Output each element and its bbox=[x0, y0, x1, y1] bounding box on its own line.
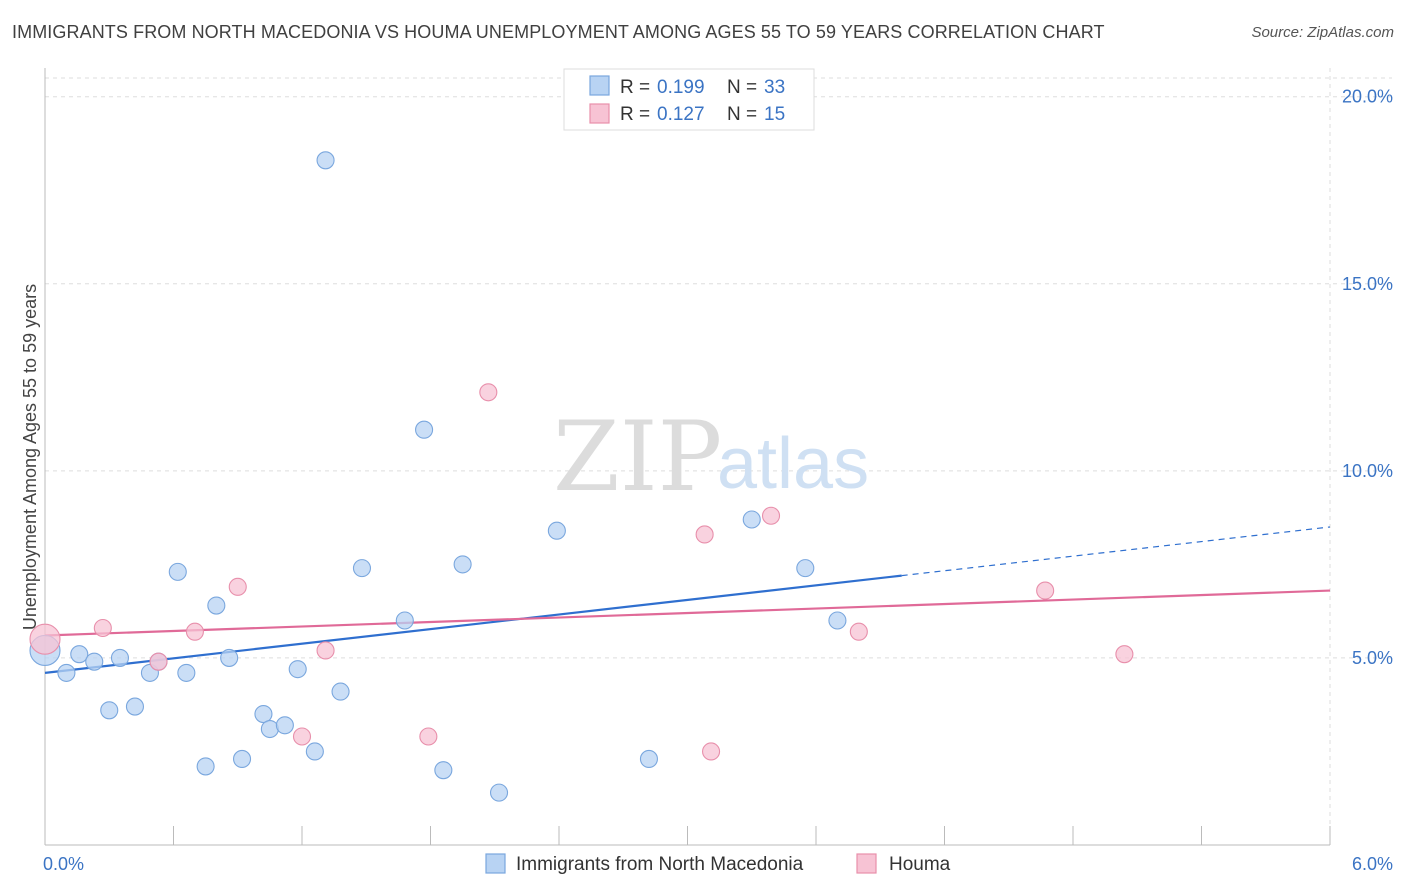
scatter-point-blue bbox=[828, 611, 847, 630]
chart-source: Source: ZipAtlas.com bbox=[1251, 24, 1394, 41]
scatter-point-blue bbox=[275, 716, 294, 735]
scatter-point-blue bbox=[796, 559, 815, 578]
trend-line-blue-extension bbox=[901, 526, 1331, 577]
scatter-point-blue bbox=[260, 719, 279, 739]
y-tick-label: 20.0% bbox=[1342, 87, 1393, 107]
scatter-point-pink bbox=[419, 727, 438, 746]
scatter-point-pink bbox=[1115, 645, 1134, 664]
trend-line-blue bbox=[44, 574, 902, 674]
chart-title: IMMIGRANTS FROM NORTH MACEDONIA VS HOUMA… bbox=[12, 22, 1105, 42]
y-tick-label: 15.0% bbox=[1342, 274, 1393, 294]
legend-r-value-blue: 0.199 bbox=[657, 77, 705, 98]
scatter-point-pink bbox=[1036, 581, 1055, 600]
scatter-point-blue bbox=[415, 420, 434, 439]
scatter-point-pink bbox=[29, 623, 61, 655]
x-tick-label: 0.0% bbox=[43, 854, 84, 874]
scatter-point-blue bbox=[168, 562, 187, 581]
scatter-point-blue bbox=[305, 742, 324, 761]
legend-r-label-blue: R = bbox=[620, 77, 650, 98]
y-axis-title: Unemployment Among Ages 55 to 59 years bbox=[20, 284, 40, 630]
scatter-point-blue bbox=[220, 648, 239, 667]
scatter-point-blue bbox=[288, 660, 307, 679]
watermark-zip: ZIP bbox=[553, 401, 722, 513]
x-tick-label: 6.0% bbox=[1352, 854, 1393, 874]
y-tick-label: 5.0% bbox=[1352, 648, 1393, 668]
scatter-point-pink bbox=[228, 577, 247, 596]
y-tick-label: 10.0% bbox=[1342, 461, 1393, 481]
scatter-point-blue bbox=[639, 749, 659, 768]
scatter-point-blue bbox=[196, 757, 215, 776]
scatter-point-blue bbox=[331, 682, 350, 701]
scatter-point-pink bbox=[695, 525, 714, 544]
scatter-point-blue bbox=[453, 555, 472, 574]
tick-labels: 5.0% 10.0% 15.0% 20.0% 0.0% 6.0% bbox=[43, 87, 1393, 874]
scatter-point-blue bbox=[70, 645, 89, 664]
bottom-legend-swatch-blue bbox=[485, 853, 506, 874]
axes bbox=[44, 68, 1330, 846]
scatter-point-pink bbox=[316, 641, 335, 660]
scatter-point-blue bbox=[177, 663, 196, 682]
bottom-legend: Immigrants from North Macedonia Houma bbox=[485, 853, 951, 875]
bottom-legend-swatch-pink bbox=[856, 853, 877, 874]
gridlines bbox=[44, 68, 1392, 845]
legend-r-label-pink: R = bbox=[620, 104, 650, 125]
scatter-point-blue bbox=[434, 761, 453, 780]
data-points bbox=[29, 151, 1134, 802]
scatter-point-blue bbox=[489, 783, 509, 802]
legend-n-label-blue: N = bbox=[727, 77, 757, 98]
scatter-point-blue bbox=[232, 749, 252, 768]
scatter-point-pink bbox=[185, 622, 204, 641]
scatter-point-blue bbox=[100, 701, 119, 720]
scatter-point-blue bbox=[125, 697, 144, 716]
legend-n-label-pink: N = bbox=[727, 104, 757, 125]
bottom-legend-label-blue: Immigrants from North Macedonia bbox=[516, 854, 804, 875]
legend-swatch-pink bbox=[589, 103, 610, 124]
watermark: ZIP atlas bbox=[553, 401, 869, 513]
legend-n-value-pink: 15 bbox=[764, 104, 785, 125]
trend-lines bbox=[44, 526, 1331, 674]
legend-n-value-blue: 33 bbox=[764, 77, 785, 98]
scatter-point-blue bbox=[110, 648, 130, 667]
legend-swatch-blue bbox=[589, 75, 610, 96]
scatter-point-blue bbox=[352, 559, 372, 578]
trend-line-pink bbox=[44, 589, 1331, 637]
scatter-point-pink bbox=[149, 652, 168, 671]
scatter-point-blue bbox=[57, 663, 76, 682]
scatter-point-pink bbox=[849, 622, 868, 641]
scatter-point-blue bbox=[254, 704, 273, 724]
bottom-legend-label-pink: Houma bbox=[889, 854, 951, 875]
scatter-point-blue bbox=[316, 151, 335, 170]
legend-r-value-pink: 0.127 bbox=[657, 104, 705, 125]
scatter-point-pink bbox=[702, 742, 721, 761]
scatter-point-blue bbox=[395, 611, 414, 630]
scatter-point-blue bbox=[207, 596, 226, 615]
legend: R = 0.199 N = 33 R = 0.127 N = 15 bbox=[563, 68, 815, 131]
scatter-point-pink bbox=[479, 383, 498, 402]
scatter-point-blue bbox=[85, 652, 104, 671]
scatter-point-pink bbox=[292, 727, 312, 746]
scatter-point-pink bbox=[93, 618, 112, 638]
scatter-point-blue bbox=[547, 521, 566, 540]
watermark-atlas: atlas bbox=[717, 424, 869, 504]
scatter-point-pink bbox=[761, 506, 781, 525]
scatter-point-blue bbox=[742, 510, 761, 529]
